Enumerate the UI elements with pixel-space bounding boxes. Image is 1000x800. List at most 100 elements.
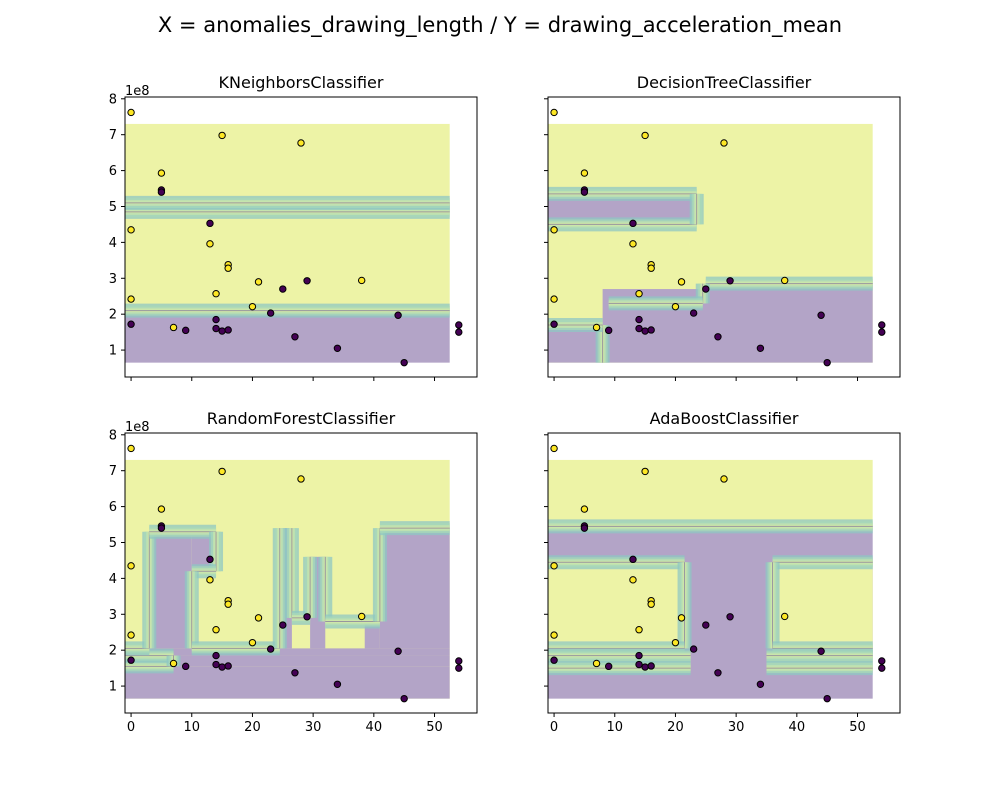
- x-tick-label: 40: [789, 720, 806, 735]
- data-point-12: [726, 277, 734, 285]
- data-point-8: [629, 240, 637, 248]
- data-point-22: [878, 657, 886, 665]
- data-point-23: [169, 659, 178, 668]
- decision-surface: [125, 459, 450, 699]
- y-tick-label: 1: [109, 680, 117, 695]
- data-point-15: [635, 290, 643, 298]
- data-point-5: [157, 188, 166, 196]
- data-point-25: [604, 326, 613, 335]
- data-point-22: [455, 321, 463, 329]
- data-point-14: [279, 621, 287, 629]
- data-point-14: [279, 285, 287, 293]
- y-tick-label: 5: [109, 200, 117, 215]
- data-point-20: [635, 651, 643, 660]
- data-point-24: [212, 660, 220, 669]
- data-point-21: [550, 656, 558, 664]
- data-point-28: [455, 328, 463, 336]
- data-point-28: [878, 664, 886, 672]
- data-point-22: [878, 321, 886, 329]
- data-point-25: [604, 662, 613, 671]
- subplot-4: AdaBoostClassifier 0 10 20 30 40 50: [544, 409, 901, 735]
- data-point-18: [689, 645, 698, 653]
- y-offset-label: 1e8: [125, 420, 150, 435]
- data-point-2: [720, 139, 728, 147]
- data-point-7: [127, 562, 135, 570]
- data-point-15: [635, 626, 643, 634]
- y-tick-label: 4: [109, 236, 117, 251]
- data-point-13: [780, 276, 789, 285]
- data-point-25: [181, 662, 190, 671]
- subplot-3: RandomForestClassifier 0 10 20 30 40 50 1 2 3 4 5 6 7…: [109, 409, 478, 735]
- y-tick-label: 5: [109, 536, 117, 551]
- decision-surface: [125, 123, 450, 363]
- data-point-13: [357, 276, 366, 285]
- axes-frame: [124, 96, 478, 378]
- axes-frame: [547, 432, 901, 714]
- x-tick-label: 20: [244, 720, 261, 735]
- data-point-24: [212, 324, 220, 333]
- data-point-30: [756, 680, 765, 688]
- x-tick-label: 40: [366, 720, 383, 735]
- data-point-18: [689, 309, 698, 317]
- data-point-17: [671, 302, 680, 311]
- data-point-10: [224, 600, 232, 608]
- region-class-0-1: [125, 666, 450, 699]
- data-point-13: [357, 612, 366, 621]
- data-point-16: [127, 631, 135, 639]
- data-point-27: [224, 326, 232, 334]
- data-point-26: [641, 327, 649, 335]
- subplot-grid: KNeighborsClassifier 1 2 3 4 5 6 7 8 1e8 DecisionT…: [109, 73, 901, 735]
- y-tick-label: 8: [109, 428, 117, 443]
- x-tick-label: 30: [305, 720, 322, 735]
- data-point-16: [550, 295, 558, 303]
- data-point-26: [218, 663, 226, 671]
- y-tick-label: 1: [109, 344, 117, 359]
- region-class-1-2: [548, 562, 685, 649]
- data-point-27: [647, 662, 655, 670]
- data-point-26: [218, 327, 226, 335]
- data-point-21: [127, 656, 135, 664]
- data-point-14: [702, 621, 710, 629]
- data-point-30: [333, 680, 342, 688]
- data-point-19: [817, 647, 825, 655]
- y-tick-label: 7: [109, 464, 117, 479]
- subplot-title: KNeighborsClassifier: [219, 73, 384, 92]
- x-tick-label: 0: [550, 720, 558, 735]
- data-point-11: [254, 278, 263, 286]
- data-point-19: [817, 311, 825, 319]
- y-tick-label: 4: [109, 572, 117, 587]
- data-point-22: [455, 657, 463, 665]
- data-point-6: [206, 555, 214, 564]
- subplot-1: KNeighborsClassifier 1 2 3 4 5 6 7 8 1e8: [109, 73, 478, 381]
- data-point-16: [550, 631, 558, 639]
- y-tick-label: 6: [109, 164, 117, 179]
- data-point-13: [780, 612, 789, 621]
- y-tick-label: 7: [109, 128, 117, 143]
- data-point-15: [212, 290, 220, 298]
- data-point-1: [641, 131, 649, 140]
- x-tick-label: 20: [667, 720, 684, 735]
- data-point-11: [677, 278, 686, 286]
- data-point-10: [647, 264, 655, 272]
- figure-title: X = anomalies_drawing_length / Y = drawi…: [158, 13, 842, 38]
- data-point-24: [635, 660, 643, 669]
- axes-frame: [547, 96, 901, 378]
- data-point-17: [248, 302, 257, 311]
- data-point-23: [592, 659, 601, 668]
- region-class-1-3: [772, 562, 873, 649]
- data-point-5: [580, 524, 589, 532]
- data-point-14: [702, 285, 710, 293]
- data-point-2: [720, 475, 728, 483]
- data-point-10: [647, 600, 655, 608]
- data-point-1: [641, 467, 649, 476]
- data-point-24: [635, 324, 643, 333]
- y-tick-label: 6: [109, 500, 117, 515]
- subplot-2: DecisionTreeClassifier: [544, 73, 901, 381]
- data-point-10: [224, 264, 232, 272]
- data-point-12: [303, 277, 311, 285]
- data-point-5: [580, 188, 589, 196]
- data-point-30: [333, 344, 342, 352]
- data-point-3: [580, 169, 589, 177]
- data-point-3: [157, 505, 166, 513]
- x-tick-label: 50: [426, 720, 443, 735]
